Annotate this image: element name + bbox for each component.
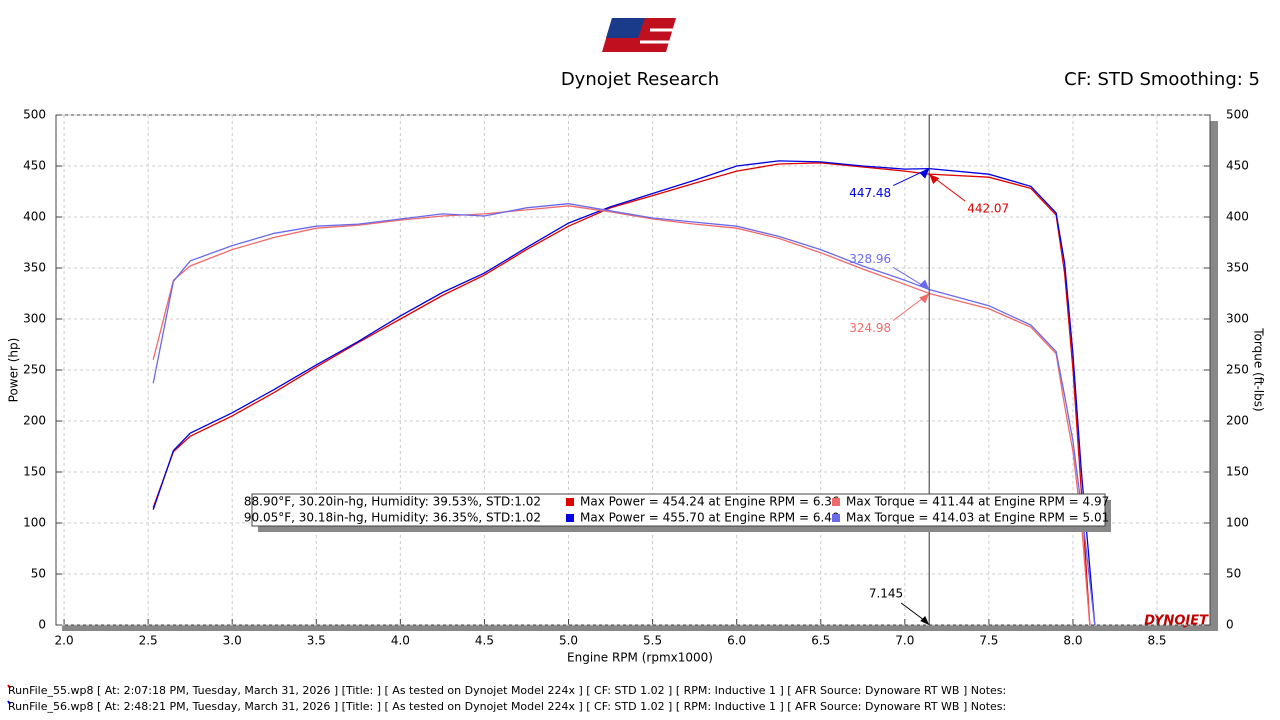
x-tick-label: 4.5: [475, 634, 494, 648]
x-tick-label: 2.5: [139, 634, 158, 648]
footer-marker: [7, 684, 11, 689]
logo: [602, 18, 676, 52]
y2-tick-label: 50: [1226, 567, 1241, 581]
series-line: [152, 203, 1096, 626]
legend-conditions: 90.05°F, 30.18in-hg, Humidity: 36.35%, S…: [244, 511, 541, 525]
legend-swatch: [566, 514, 574, 522]
y-tick-label: 450: [23, 159, 46, 173]
series-line: [152, 205, 1091, 626]
y2-tick-label: 150: [1226, 465, 1249, 479]
watermark: DYNOJET: [1144, 614, 1209, 629]
x-tick-label: 8.5: [1147, 634, 1166, 648]
cursor-label: 7.145: [869, 587, 903, 601]
legend-box: [251, 493, 1106, 527]
y-tick-label: 50: [31, 567, 46, 581]
legend-conditions: 88.90°F, 30.20in-hg, Humidity: 39.53%, S…: [244, 495, 541, 509]
cursor-marker: [919, 293, 930, 304]
axis-shadow: [1210, 121, 1218, 631]
y2-tick-label: 500: [1226, 108, 1249, 122]
y-tick-label: 350: [23, 261, 46, 275]
y-tick-label: 200: [23, 414, 46, 428]
x-tick-label: 7.0: [895, 634, 914, 648]
x-tick-label: 8.0: [1063, 634, 1082, 648]
x-axis-label: Engine RPM (rpmx1000): [567, 651, 713, 665]
cursor-arrowhead: [920, 616, 930, 625]
x-tick-label: 7.5: [979, 634, 998, 648]
x-tick-label: 3.0: [223, 634, 242, 648]
footer-marker: [7, 700, 11, 705]
x-tick-label: 2.0: [55, 634, 74, 648]
y2-tick-label: 300: [1226, 312, 1249, 326]
cursor-marker: [919, 279, 930, 290]
legend-label: Max Power = 455.70 at Engine RPM = 6.40: [580, 511, 840, 525]
y2-tick-label: 400: [1226, 210, 1249, 224]
x-tick-label: 6.5: [811, 634, 830, 648]
x-tick-label: 4.0: [391, 634, 410, 648]
legend-label: Max Torque = 411.44 at Engine RPM = 4.97: [846, 495, 1109, 509]
y-tick-label: 500: [23, 108, 46, 122]
y-tick-label: 400: [23, 210, 46, 224]
x-tick-label: 5.0: [559, 634, 578, 648]
legend-label: Max Power = 454.24 at Engine RPM = 6.36: [580, 495, 840, 509]
y2-tick-label: 200: [1226, 414, 1249, 428]
y-axis-label: Power (hp): [7, 338, 21, 403]
footer-line: RunFile_56.wp8 [ At: 2:48:21 PM, Tuesday…: [8, 700, 1006, 713]
x-tick-label: 6.0: [727, 634, 746, 648]
series-line: [152, 160, 1096, 626]
x-tick-label: 5.5: [643, 634, 662, 648]
logo-canton: [606, 18, 645, 38]
cursor-value: 328.96: [849, 252, 891, 266]
chart-subtitle: CF: STD Smoothing: 5: [1064, 69, 1260, 90]
legend-swatch: [832, 498, 840, 506]
y-tick-label: 150: [23, 465, 46, 479]
axis-shadow: [62, 625, 1218, 631]
y-tick-label: 100: [23, 516, 46, 530]
legend-label: Max Torque = 414.03 at Engine RPM = 5.01: [846, 511, 1109, 525]
footer-line: RunFile_55.wp8 [ At: 2:07:18 PM, Tuesday…: [8, 684, 1006, 697]
y2-tick-label: 250: [1226, 363, 1249, 377]
cursor-marker: [929, 174, 940, 185]
cursor-value: 324.98: [849, 321, 891, 335]
x-tick-label: 3.5: [307, 634, 326, 648]
chart-title: Dynojet Research: [561, 69, 719, 90]
legend-swatch: [832, 514, 840, 522]
legend-swatch: [566, 498, 574, 506]
y-tick-label: 250: [23, 363, 46, 377]
y2-tick-label: 0: [1226, 618, 1234, 632]
cursor-value: 442.07: [967, 202, 1009, 216]
cursor-marker: [919, 168, 930, 179]
y2-tick-label: 350: [1226, 261, 1249, 275]
y-tick-label: 0: [38, 618, 46, 632]
y2-axis-label: Torque (ft-lbs): [1252, 327, 1266, 411]
cursor-value: 447.48: [849, 186, 891, 200]
y-tick-label: 300: [23, 312, 46, 326]
cursor-arrow: [900, 602, 926, 622]
y2-tick-label: 100: [1226, 516, 1249, 530]
y2-tick-label: 450: [1226, 159, 1249, 173]
series-line: [152, 162, 1091, 626]
